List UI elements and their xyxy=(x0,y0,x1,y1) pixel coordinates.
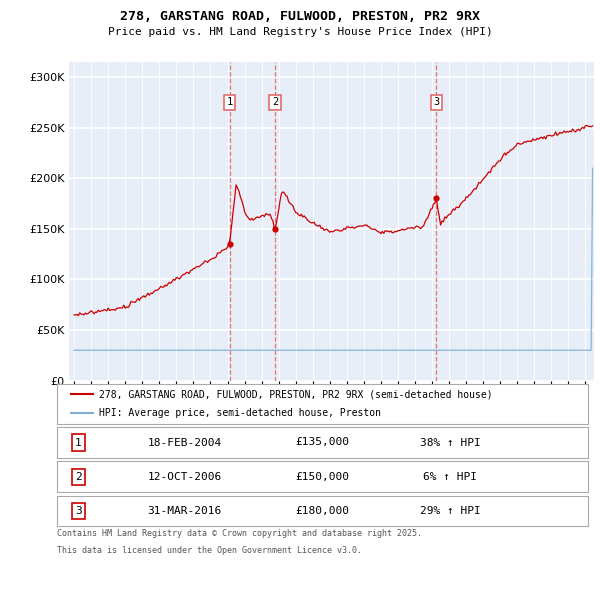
Text: £180,000: £180,000 xyxy=(296,506,349,516)
Text: 278, GARSTANG ROAD, FULWOOD, PRESTON, PR2 9RX (semi-detached house): 278, GARSTANG ROAD, FULWOOD, PRESTON, PR… xyxy=(100,389,493,399)
Text: This data is licensed under the Open Government Licence v3.0.: This data is licensed under the Open Gov… xyxy=(57,546,362,555)
Text: 2: 2 xyxy=(75,472,82,481)
Text: Contains HM Land Registry data © Crown copyright and database right 2025.: Contains HM Land Registry data © Crown c… xyxy=(57,529,422,538)
Text: 38% ↑ HPI: 38% ↑ HPI xyxy=(419,438,481,447)
Text: 278, GARSTANG ROAD, FULWOOD, PRESTON, PR2 9RX: 278, GARSTANG ROAD, FULWOOD, PRESTON, PR… xyxy=(120,10,480,23)
Text: 18-FEB-2004: 18-FEB-2004 xyxy=(148,438,221,447)
Text: HPI: Average price, semi-detached house, Preston: HPI: Average price, semi-detached house,… xyxy=(100,408,382,418)
Text: 2: 2 xyxy=(272,97,278,107)
Text: 1: 1 xyxy=(75,438,82,447)
Text: 12-OCT-2006: 12-OCT-2006 xyxy=(148,472,221,481)
Text: 29% ↑ HPI: 29% ↑ HPI xyxy=(419,506,481,516)
Text: 1: 1 xyxy=(226,97,233,107)
Text: £135,000: £135,000 xyxy=(296,438,349,447)
Text: 3: 3 xyxy=(433,97,439,107)
Text: 31-MAR-2016: 31-MAR-2016 xyxy=(148,506,221,516)
Text: 6% ↑ HPI: 6% ↑ HPI xyxy=(423,472,477,481)
Text: £150,000: £150,000 xyxy=(296,472,349,481)
Text: Price paid vs. HM Land Registry's House Price Index (HPI): Price paid vs. HM Land Registry's House … xyxy=(107,28,493,37)
Text: 3: 3 xyxy=(75,506,82,516)
